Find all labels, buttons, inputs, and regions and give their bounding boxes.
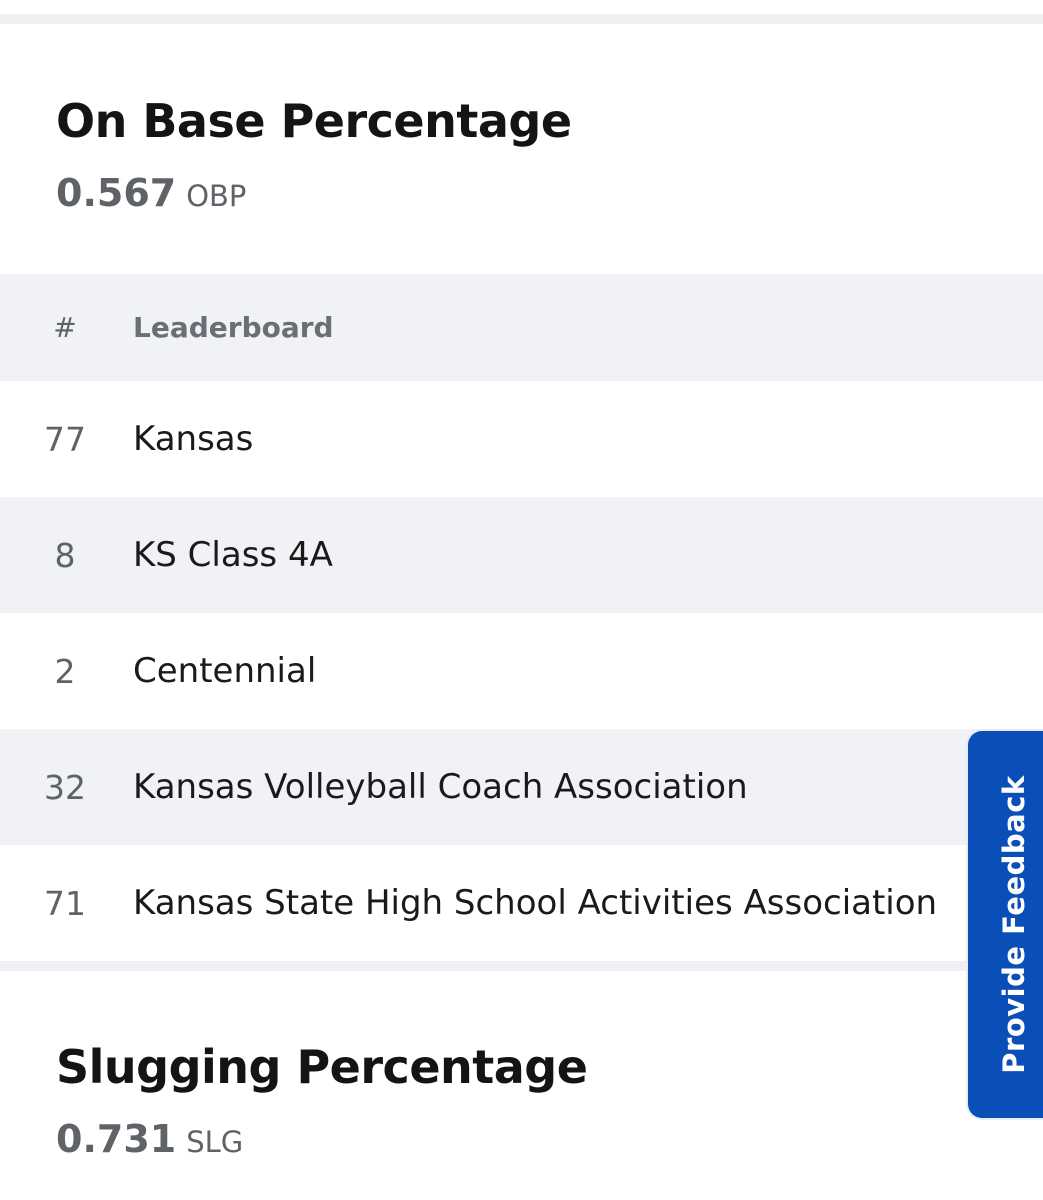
slg-title: Slugging Percentage — [56, 1040, 588, 1094]
leaderboard-header-row: # Leaderboard — [0, 274, 1043, 381]
divider-bar — [0, 14, 1043, 24]
leaderboard-column-header: Leaderboard — [133, 311, 334, 344]
obp-value-line: 0.567 OBP — [56, 174, 572, 212]
obp-title: On Base Percentage — [56, 94, 572, 148]
slg-unit: SLG — [186, 1125, 244, 1159]
leaderboard-name: KS Class 4A — [133, 535, 333, 575]
leaderboard-row[interactable]: 77 Kansas — [0, 381, 1043, 497]
provide-feedback-label: Provide Feedback — [997, 775, 1031, 1074]
rank-value: 2 — [54, 651, 76, 691]
leaderboard-table: # Leaderboard 77 Kansas 8 KS Class 4A 2 … — [0, 274, 1043, 961]
provide-feedback-button[interactable]: Provide Feedback — [968, 731, 1043, 1118]
leaderboard-name: Kansas Volleyball Coach Association — [133, 767, 748, 807]
slg-section-header: Slugging Percentage 0.731 SLG — [56, 1040, 588, 1158]
leaderboard-row[interactable]: 8 KS Class 4A — [0, 497, 1043, 613]
leaderboard-name: Kansas State High School Activities Asso… — [133, 883, 938, 923]
rank-value: 8 — [54, 535, 76, 575]
leaderboard-row[interactable]: 2 Centennial — [0, 613, 1043, 729]
rank-value: 71 — [44, 883, 86, 923]
slg-value-line: 0.731 SLG — [56, 1120, 587, 1158]
obp-value: 0.567 — [56, 171, 177, 215]
leaderboard-name: Centennial — [133, 651, 317, 691]
slg-value: 0.731 — [56, 1117, 177, 1161]
obp-unit: OBP — [186, 179, 247, 213]
leaderboard-name: Kansas — [133, 419, 254, 459]
rank-value: 32 — [44, 767, 86, 807]
section-divider — [0, 961, 1043, 971]
rank-value: 77 — [44, 419, 86, 459]
section-divider-top — [0, 0, 1043, 25]
rank-column-header: # — [53, 311, 77, 344]
leaderboard-row[interactable]: 71 Kansas State High School Activities A… — [0, 845, 1043, 961]
obp-section-header: On Base Percentage 0.567 OBP — [56, 98, 572, 212]
leaderboard-row[interactable]: 32 Kansas Volleyball Coach Association — [0, 729, 1043, 845]
